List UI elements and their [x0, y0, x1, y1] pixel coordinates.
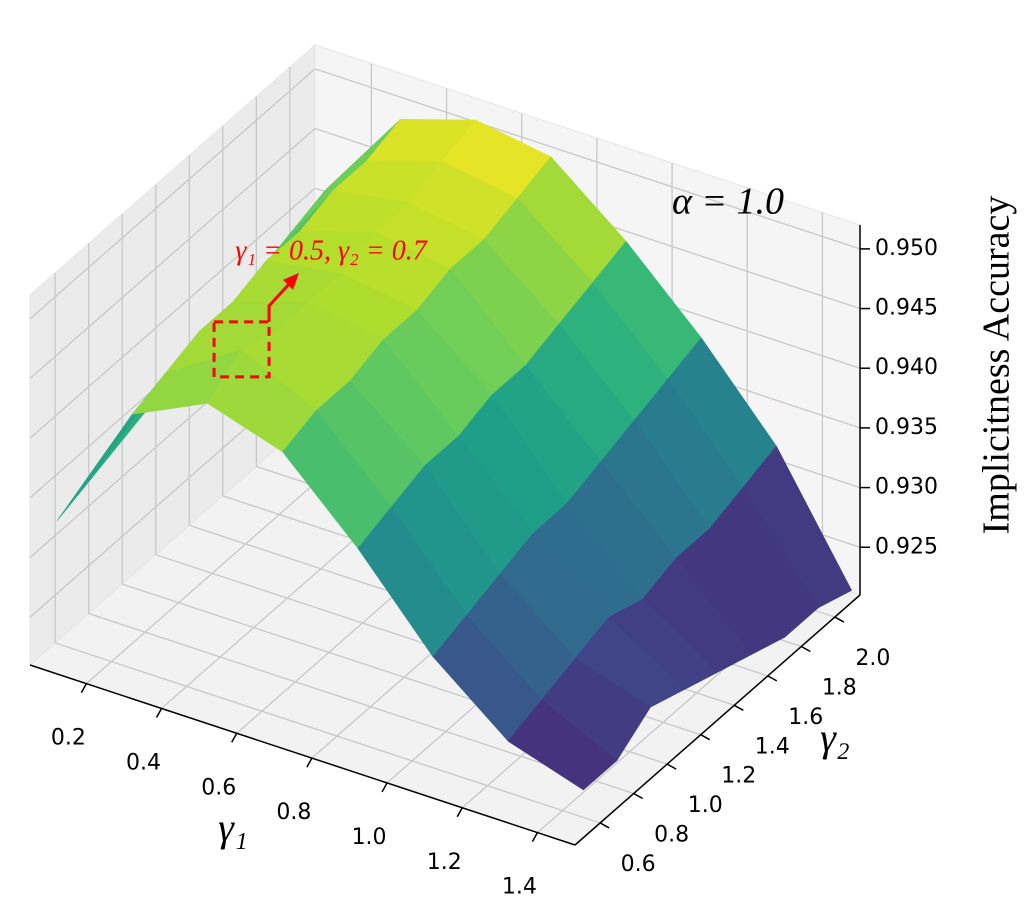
tick-mark	[231, 732, 238, 743]
surface	[56, 118, 853, 791]
x-tick-label: 0.6	[201, 775, 236, 800]
y-tick-label: 0.6	[621, 852, 656, 877]
x-tick-label: 0.4	[126, 750, 161, 775]
surface-face	[507, 699, 618, 791]
z-tick-label: 0.935	[875, 415, 938, 440]
y-tick-label: 1.0	[688, 793, 723, 818]
y-tick-label: 1.2	[721, 764, 756, 789]
x-axis-label: γ₁	[218, 805, 248, 850]
grid-line	[314, 68, 861, 250]
tick-mark	[834, 616, 845, 623]
tick-mark	[733, 704, 744, 711]
tick-mark	[666, 763, 677, 770]
arrow-head	[283, 272, 299, 290]
z-tick-label: 0.950	[875, 236, 938, 261]
x-tick-label: 1.0	[352, 825, 387, 850]
x-tick-label: 1.2	[427, 850, 462, 875]
y-tick-label: 1.4	[755, 734, 790, 759]
x-tick-label: 1.4	[502, 875, 537, 900]
tick-mark	[80, 683, 88, 693]
z-tick-label: 0.930	[875, 475, 938, 500]
annotation-arrow	[267, 280, 293, 322]
y-tick-label: 1.8	[822, 675, 857, 700]
z-tick-label: 0.940	[875, 355, 938, 380]
x-tick-label: 0.8	[276, 800, 311, 825]
y-axis-label: γ₂	[820, 715, 850, 760]
tick-mark	[800, 645, 811, 653]
highlight-box	[212, 320, 271, 379]
tick-mark	[155, 708, 163, 718]
tick-mark	[306, 757, 313, 768]
point-annotation: γ₁ = 0.5, γ₂ = 0.7	[235, 235, 427, 266]
axis-line	[574, 594, 861, 846]
tick-mark	[531, 832, 539, 842]
tick-mark	[767, 675, 778, 682]
grid-line	[29, 187, 316, 439]
z-tick-label: 0.945	[875, 296, 938, 321]
y-tick-label: 1.6	[788, 705, 823, 730]
x-tick-label: 0.2	[51, 726, 86, 751]
z-tick-label: 0.925	[875, 534, 938, 559]
axis-line	[29, 664, 576, 846]
tick-mark	[381, 782, 388, 793]
tick-mark	[456, 807, 463, 818]
tick-mark	[599, 822, 610, 829]
alpha-annotation: α = 1.0	[672, 181, 784, 223]
y-tick-label: 2.0	[855, 646, 890, 671]
tick-mark	[633, 792, 644, 800]
grid-line	[29, 68, 316, 320]
grid-line	[29, 128, 316, 380]
y-tick-label: 0.8	[654, 823, 689, 848]
axes: 0.2 0.4 0.6 0.8 1.0 1.2 1.4 0.6 0.8 1.0 1.2 1.4 1.6 1…	[29, 225, 938, 900]
grid-line	[54, 642, 601, 824]
z-axis-label: Implicitness Accuracy	[976, 196, 1018, 535]
tick-mark	[700, 734, 711, 741]
